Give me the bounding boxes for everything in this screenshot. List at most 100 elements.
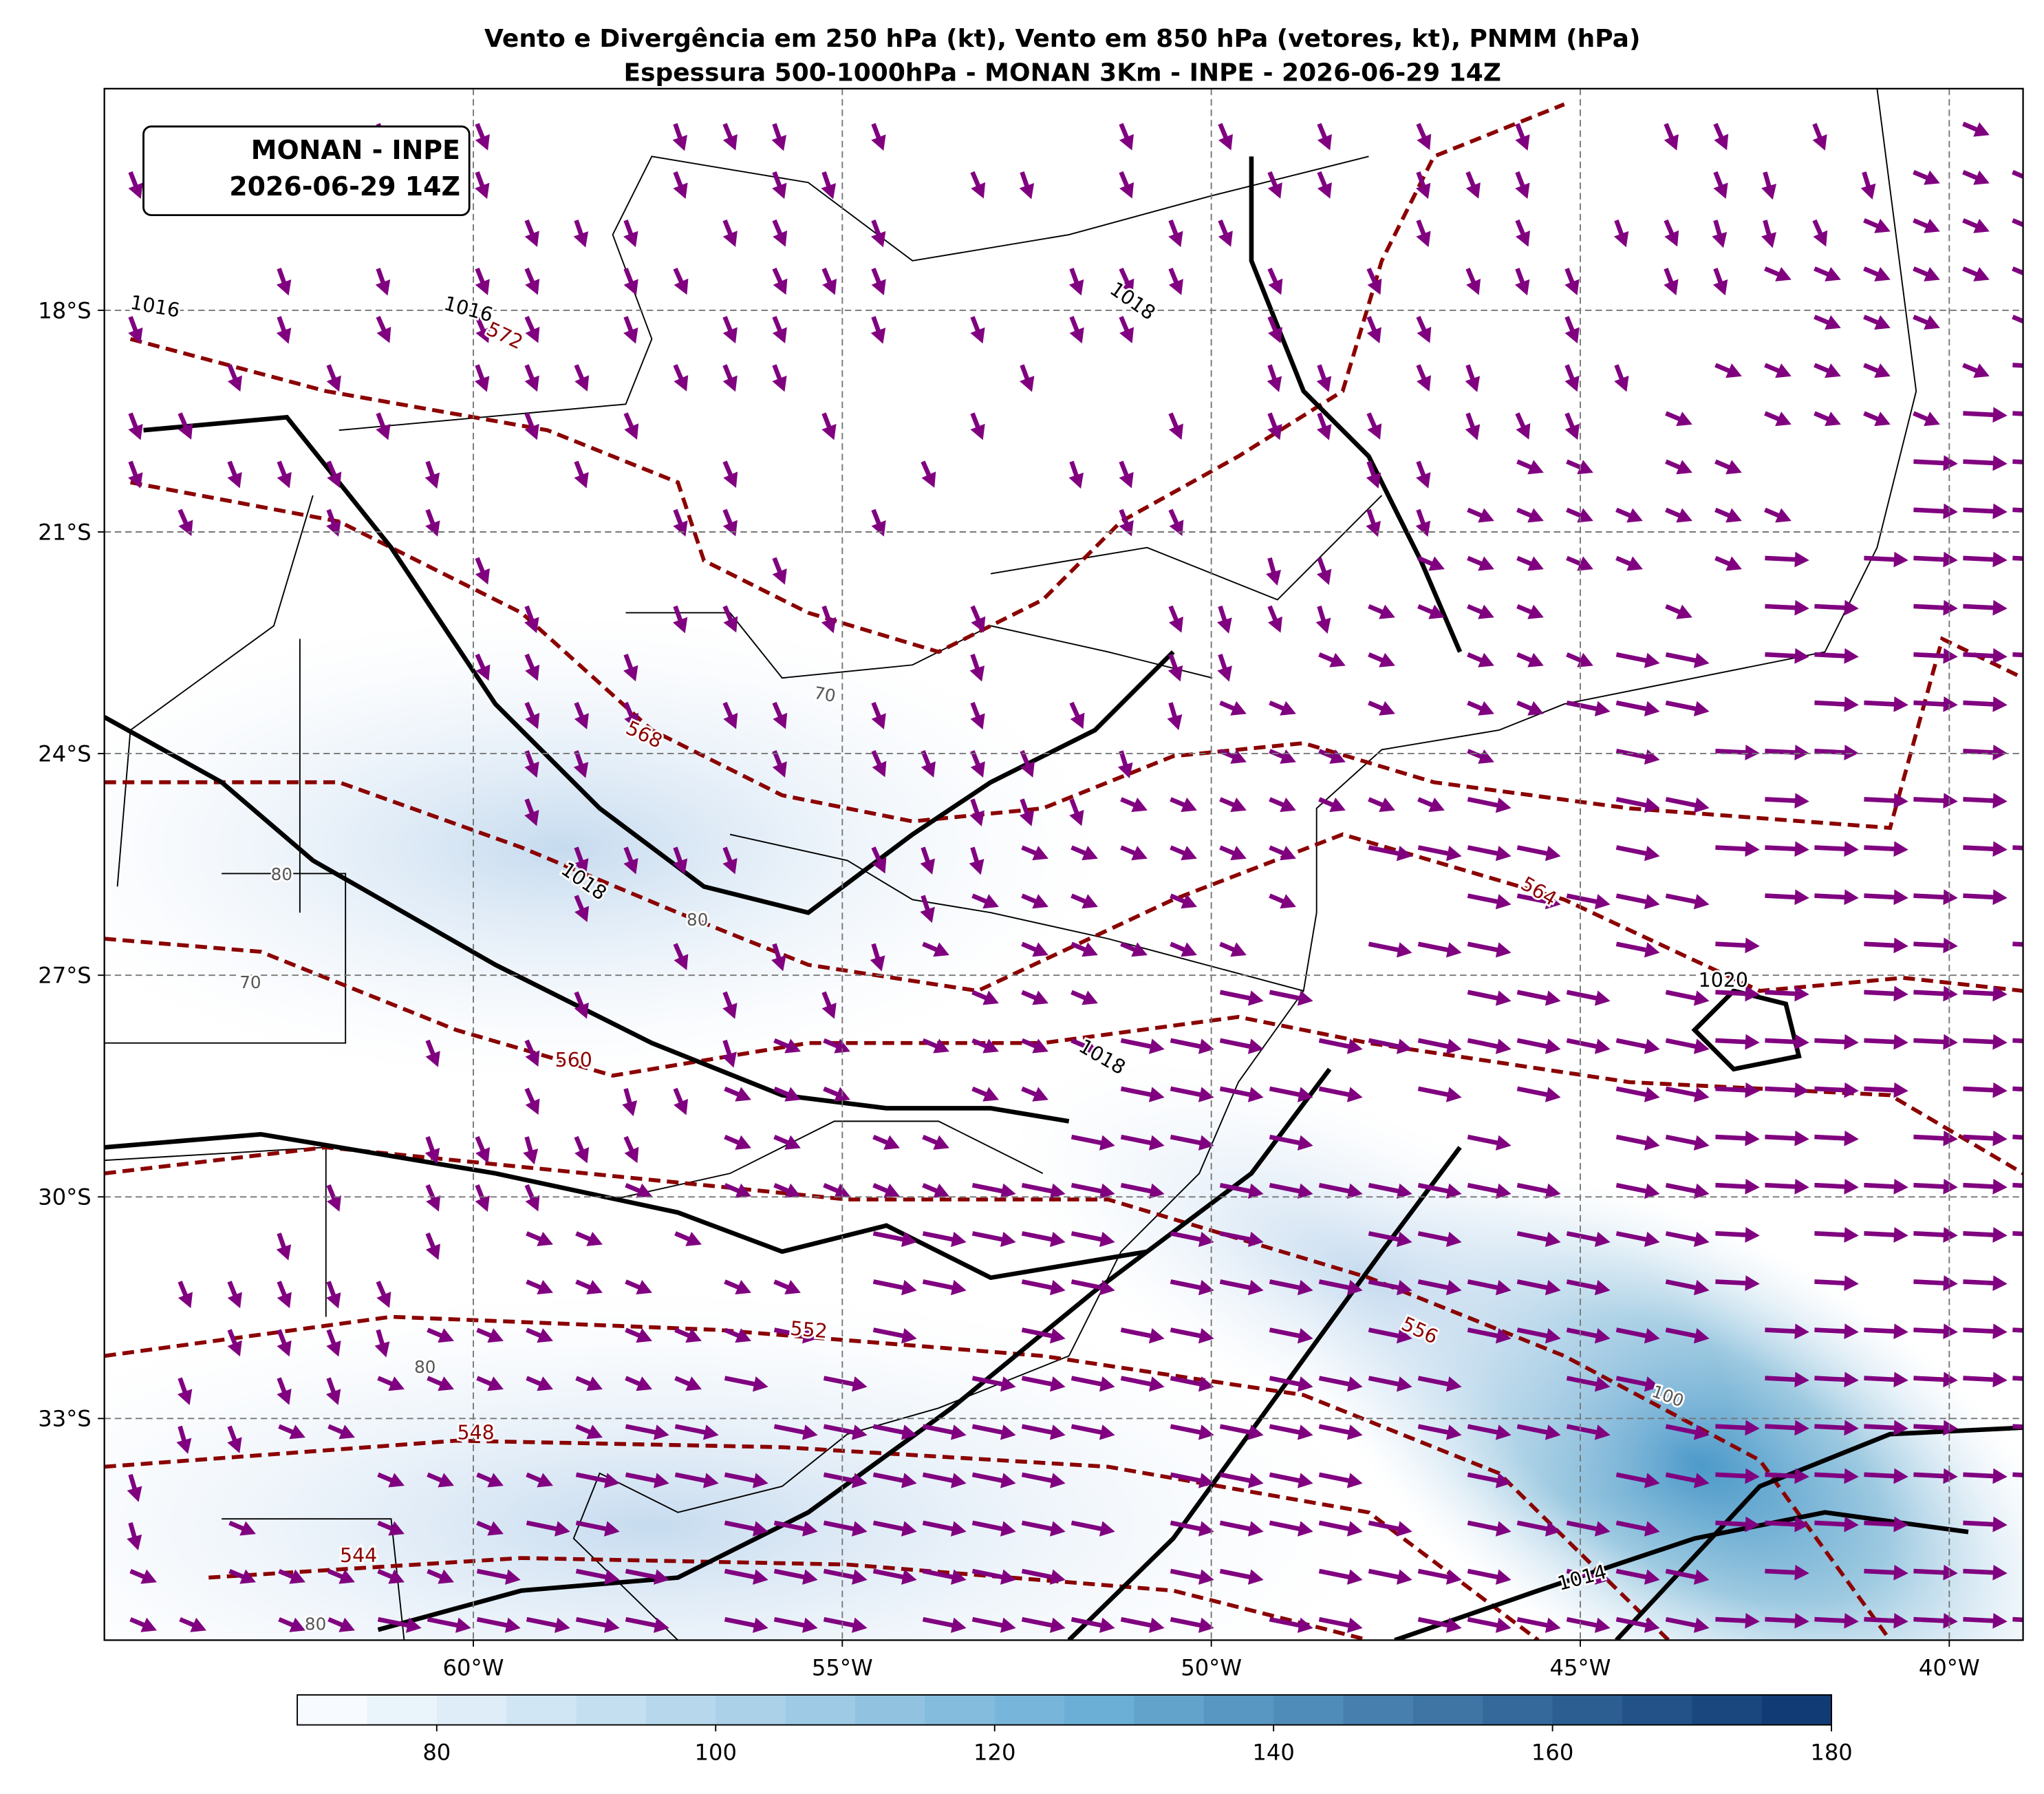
wind-vector	[1566, 1424, 1601, 1435]
wind-vector	[1021, 1376, 1056, 1387]
wind-arrowhead	[128, 327, 143, 344]
colorbar-swatch	[576, 1695, 647, 1725]
wind-vector	[1963, 1327, 1997, 1334]
wind-arrowhead	[1893, 1468, 1908, 1484]
wind-vector	[872, 1472, 907, 1484]
wind-arrowhead	[883, 1135, 900, 1150]
wind-arrowhead	[1893, 793, 1908, 809]
wind-vector	[1715, 1616, 1750, 1623]
wind-arrowhead	[1844, 1468, 1859, 1484]
wind-vector	[1963, 555, 1997, 562]
wind-arrowhead	[1874, 315, 1891, 330]
wind-vector	[1864, 1086, 1898, 1093]
wind-arrowhead	[1714, 134, 1729, 151]
wind-label: 80	[271, 864, 292, 884]
wind-arrowhead	[771, 955, 786, 972]
wind-arrowhead	[623, 665, 638, 682]
wind-arrowhead	[227, 375, 242, 392]
wind-arrowhead	[1297, 1279, 1313, 1296]
wind-arrowhead	[1032, 990, 1048, 1005]
wind-arrowhead	[624, 712, 639, 729]
wind-arrowhead	[1247, 1183, 1264, 1199]
wind-vector	[2012, 363, 2023, 368]
wind-vector	[1665, 1616, 1700, 1629]
wind-vector	[1963, 1376, 1997, 1382]
wind-arrowhead	[1545, 1328, 1561, 1344]
wind-arrowhead	[1445, 1087, 1462, 1102]
wind-arrowhead	[1049, 1424, 1066, 1440]
wind-vector	[1814, 1472, 1849, 1479]
colorbar-swatch	[1692, 1695, 1763, 1725]
wind-vector	[1071, 1616, 1106, 1629]
wind-arrowhead	[1148, 1328, 1165, 1344]
wind-arrowhead	[1329, 749, 1346, 764]
wind-vector	[1516, 1520, 1551, 1532]
wind-arrowhead	[1495, 942, 1512, 958]
wind-vector	[1615, 1327, 1650, 1339]
wind-arrowhead	[623, 857, 638, 875]
wind-vector	[1765, 1327, 1799, 1334]
wind-arrowhead	[1032, 1087, 1048, 1102]
wind-vector	[1864, 1616, 1898, 1623]
colorbar-swatch	[1622, 1695, 1693, 1725]
wind-vector	[1566, 1568, 1601, 1581]
wind-vector	[1566, 1038, 1601, 1049]
wind-arrowhead	[227, 1437, 242, 1453]
wind-vector	[427, 1616, 462, 1629]
wind-arrowhead	[140, 1617, 157, 1632]
wind-arrowhead	[1247, 990, 1264, 1006]
wind-arrowhead	[970, 327, 985, 344]
wind-arrowhead	[1992, 1564, 2008, 1581]
wind-vector	[724, 1616, 759, 1629]
wind-vector	[1814, 1376, 1849, 1382]
wind-arrowhead	[1495, 990, 1512, 1006]
wind-arrowhead	[525, 1098, 540, 1115]
wind-vector	[1814, 1424, 1849, 1431]
wind-vector	[773, 1327, 808, 1339]
wind-vector	[2012, 170, 2023, 180]
wind-vector	[1120, 1616, 1155, 1629]
wind-arrowhead	[1825, 363, 1841, 378]
wind-arrowhead	[970, 761, 985, 778]
wind-vector	[1417, 1231, 1452, 1243]
wind-vector	[1615, 1520, 1650, 1532]
info-text: 2026-06-29 14Z	[229, 171, 460, 202]
wind-arrowhead	[1366, 327, 1381, 343]
wind-arrowhead	[933, 1135, 949, 1150]
wind-arrowhead	[1346, 1424, 1363, 1440]
wind-arrowhead	[326, 375, 341, 392]
wind-vector	[724, 1568, 759, 1581]
wind-vector	[1368, 1231, 1403, 1243]
wind-arrowhead	[901, 1279, 917, 1296]
wind-arrowhead	[1893, 551, 1908, 568]
wind-arrowhead	[388, 1376, 405, 1391]
wind-arrowhead	[474, 376, 490, 392]
wind-arrowhead	[1577, 460, 1593, 475]
x-tick-label: 40°W	[1919, 1655, 1980, 1681]
wind-arrowhead	[901, 1521, 917, 1537]
wind-vector	[1269, 1376, 1304, 1387]
wind-arrowhead	[1613, 231, 1629, 248]
wind-vector	[1516, 1086, 1551, 1098]
wind-arrowhead	[1198, 1038, 1214, 1054]
wind-arrowhead	[1577, 556, 1593, 571]
wind-arrowhead	[1794, 1420, 1809, 1436]
wind-arrowhead	[1181, 894, 1197, 909]
wind-arrowhead	[1893, 1227, 1908, 1243]
wind-arrowhead	[1000, 1183, 1016, 1199]
wind-arrowhead	[1644, 1521, 1660, 1537]
wind-arrowhead	[276, 1244, 292, 1261]
wind-vector	[1417, 1279, 1452, 1291]
wind-vector	[1021, 1327, 1056, 1339]
wind-arrowhead	[1745, 937, 1760, 954]
wind-arrowhead	[1131, 846, 1148, 861]
wind-arrowhead	[1119, 327, 1134, 343]
wind-arrowhead	[1346, 1521, 1363, 1537]
wind-arrowhead	[127, 1486, 142, 1502]
wind-arrowhead	[1577, 652, 1593, 668]
wind-arrowhead	[1644, 1328, 1660, 1344]
wind-vector	[1120, 1038, 1155, 1049]
wind-vector	[1864, 700, 1898, 707]
wind-arrowhead	[1280, 846, 1296, 861]
wind-vector	[1963, 700, 1997, 707]
